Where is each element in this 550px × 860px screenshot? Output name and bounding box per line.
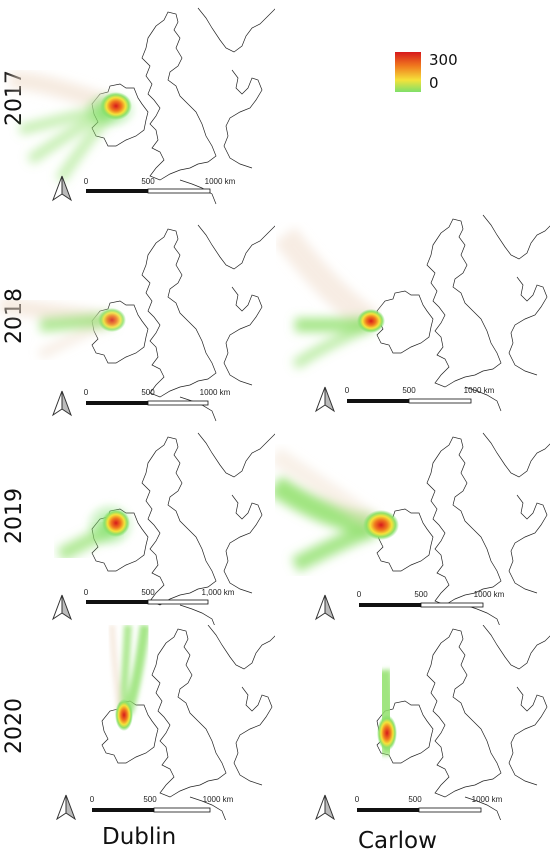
scale-label-0: 0 — [345, 386, 350, 395]
scale-label-500: 500 — [143, 795, 157, 804]
legend-max-label: 300 — [429, 51, 458, 69]
scale-label-1000: 1000 km — [203, 795, 234, 804]
scale-label-500: 500 — [408, 795, 422, 804]
scale-label-500: 500 — [141, 588, 155, 597]
scale-label-1000: 1000 km — [200, 388, 231, 397]
density-hotspot — [115, 699, 133, 731]
scale-label-0: 0 — [84, 388, 89, 397]
legend: 300 0 — [395, 51, 475, 92]
scale-label-1000: 1000 km — [474, 590, 505, 599]
site-label-carlow: Carlow — [358, 828, 437, 854]
scale-label-0: 0 — [355, 795, 360, 804]
density-hotspot — [377, 715, 397, 751]
scale-label-500: 500 — [402, 386, 416, 395]
site-label-dublin: Dublin — [102, 824, 177, 850]
scale-label-1000: 1000 km — [205, 177, 236, 186]
scale-label-500: 500 — [141, 177, 155, 186]
density-hotspot — [100, 92, 132, 120]
map-dublin-2018: 0 500 1000 km — [0, 224, 275, 422]
map-dublin-2017: 0 500 1000 km — [9, 7, 275, 205]
scale-label-0: 0 — [84, 588, 89, 597]
scale-label-0: 0 — [90, 795, 95, 804]
density-hotspot — [357, 309, 385, 333]
map-dublin-2019: 0 500 1,000 km — [52, 432, 275, 625]
scale-label-500: 500 — [141, 388, 155, 397]
map-carlow-2019: 0 500 1000 km — [275, 432, 550, 625]
density-hotspot — [102, 509, 130, 537]
map-carlow-2020: 0 500 1000 km — [315, 625, 550, 820]
map-carlow-2018: 0 500 1000 km — [275, 214, 550, 412]
map-dublin-2020: 0 500 1000 km — [56, 625, 275, 820]
legend-min-label: 0 — [429, 74, 439, 92]
density-hotspot — [363, 510, 399, 540]
scale-label-0: 0 — [84, 177, 89, 186]
scale-label-1000: 1000 km — [472, 795, 503, 804]
scale-label-1000: 1,000 km — [202, 588, 235, 597]
legend-color-ramp — [395, 52, 421, 92]
scale-label-0: 0 — [357, 590, 362, 599]
scale-label-500: 500 — [414, 590, 428, 599]
density-hotspot — [98, 308, 126, 332]
scale-label-1000: 1000 km — [464, 386, 495, 395]
